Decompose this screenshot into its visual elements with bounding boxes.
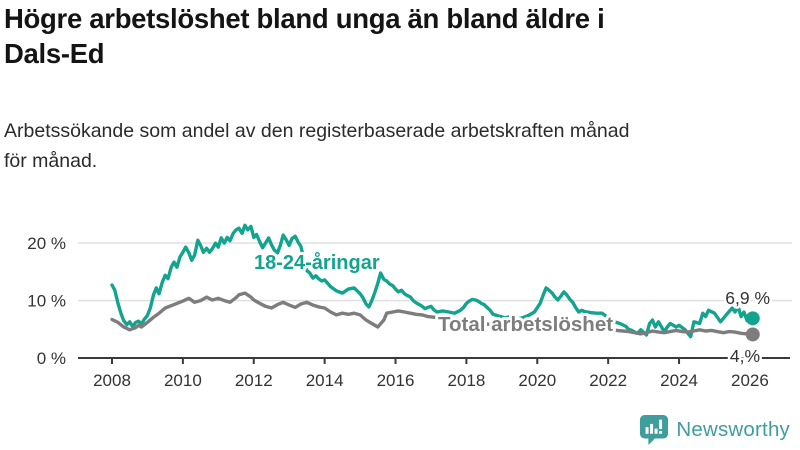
- newsworthy-bubble-chart-icon: [640, 415, 669, 445]
- y-axis-tick-label: 10 %: [27, 292, 66, 311]
- x-axis-tick-label: 2016: [377, 371, 415, 390]
- y-axis-tick-label: 20 %: [27, 234, 66, 253]
- x-axis-tick-label: 2020: [518, 371, 556, 390]
- series-line-youth: [110, 223, 755, 339]
- end-value-label-total: 4,%: [730, 346, 760, 366]
- series-line-total: [110, 291, 755, 337]
- x-axis-tick-label: 2008: [93, 371, 131, 390]
- page-title: Högre arbetslöshet bland unga än bland ä…: [4, 3, 605, 69]
- y-axis-tick-label: 0 %: [37, 349, 66, 368]
- chart-subtitle: Arbetssökande som andel av den registerb…: [4, 120, 630, 173]
- x-axis-tick-label: 2026: [731, 371, 769, 390]
- x-axis-tick-label: 2024: [660, 371, 698, 390]
- end-value-label-youth: 6,9 %: [725, 288, 770, 308]
- series-end-dot-total: [745, 327, 760, 342]
- series-label-total: Total arbetslöshet: [438, 313, 613, 336]
- series-label-youth: 18-24-åringar: [254, 251, 380, 274]
- x-axis-tick-label: 2010: [164, 371, 202, 390]
- series-end-dot-youth: [745, 311, 760, 326]
- x-axis-tick-label: 2018: [447, 371, 485, 390]
- x-axis-tick-label: 2022: [589, 371, 627, 390]
- x-axis-tick-label: 2012: [235, 371, 273, 390]
- newsworthy-logo: Newsworthy: [639, 413, 790, 447]
- x-axis-tick-label: 2014: [306, 371, 344, 390]
- newsworthy-wordmark: Newsworthy: [676, 418, 790, 441]
